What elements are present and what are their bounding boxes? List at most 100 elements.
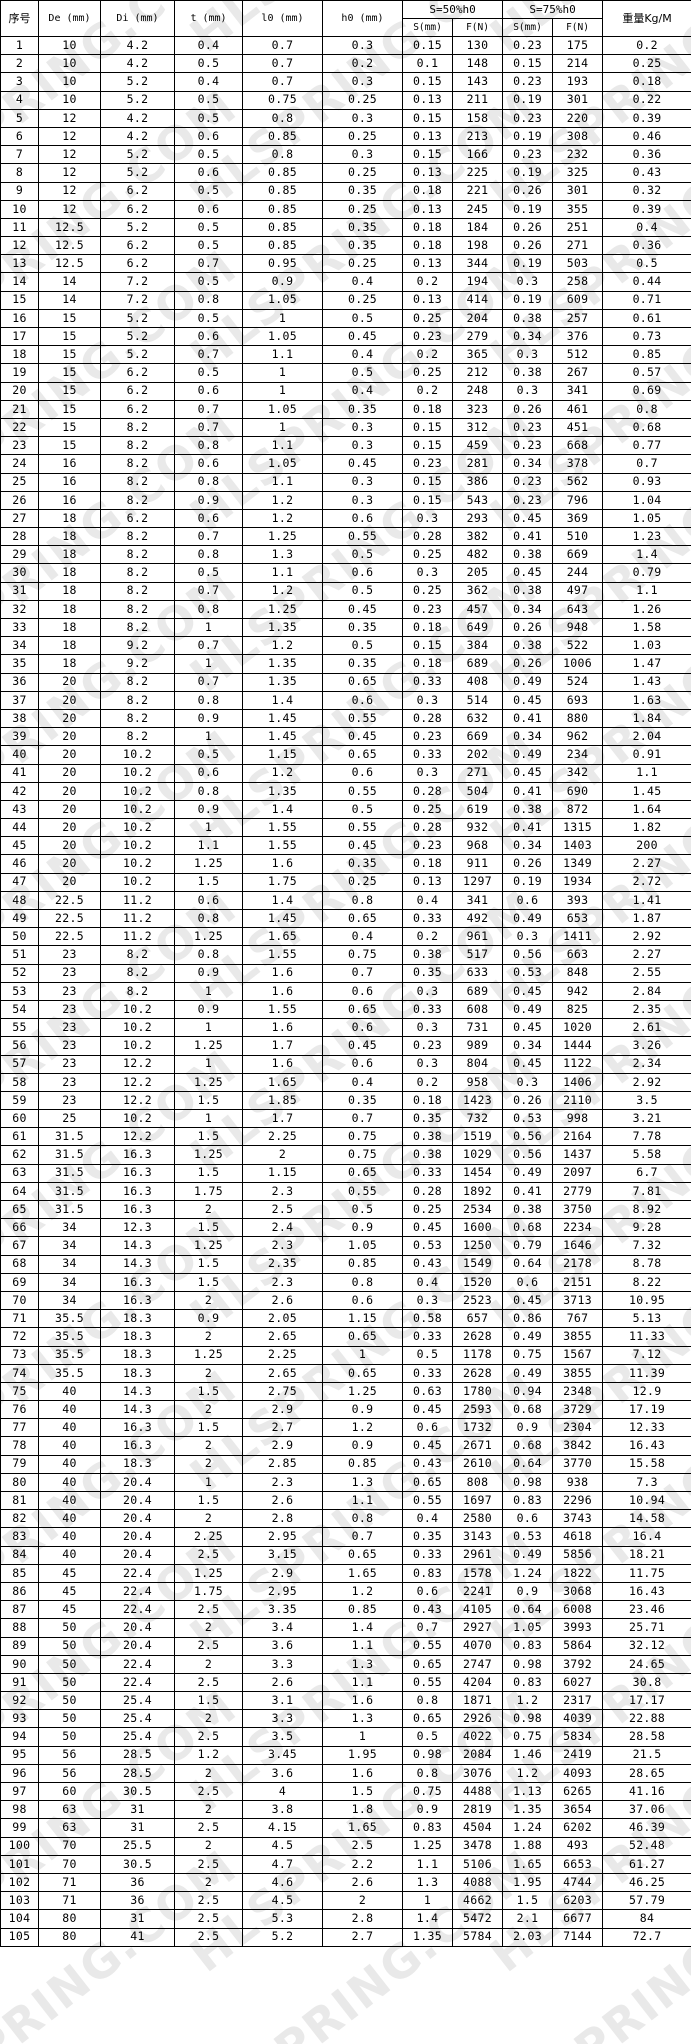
cell-s75-force: 690 [552, 781, 604, 801]
cell-t: 1 [174, 1054, 243, 1074]
cell-s50-displacement: 0.13 [402, 199, 453, 219]
cell-s50-force: 281 [451, 454, 504, 474]
cell-s50-displacement: 0.38 [402, 1127, 453, 1147]
cell-l0: 1.2 [242, 636, 323, 656]
cell-de: 20 [38, 763, 101, 783]
cell-de: 63 [38, 1818, 101, 1838]
cell-weight: 0.73 [602, 326, 691, 347]
cell-di: 12.2 [100, 1090, 175, 1111]
cell-weight: 21.5 [602, 1745, 691, 1765]
cell-s50-displacement: 0.28 [402, 781, 453, 801]
cell-t: 1.2 [174, 1745, 243, 1765]
cell-t: 2 [174, 1400, 243, 1420]
cell-di: 30.5 [100, 1854, 175, 1874]
cell-di: 36 [100, 1872, 175, 1893]
cell-h0: 0.5 [322, 308, 403, 329]
cell-l0: 4.7 [242, 1854, 323, 1874]
table-row: 71 35.5 18.3 0.9 2.05 1.15 0.58 657 0.86 767 5.13 [0, 1309, 691, 1329]
cell-s50-force: 213 [451, 126, 504, 147]
cell-t: 0.8 [174, 945, 243, 965]
cell-s75-displacement: 0.64 [502, 1600, 554, 1620]
cell-index: 17 [0, 326, 39, 347]
cell-di: 18.3 [100, 1309, 175, 1329]
cell-weight: 1.64 [602, 799, 691, 820]
cell-di: 18.3 [100, 1454, 175, 1474]
cell-s50-force: 2961 [451, 1545, 504, 1565]
cell-t: 0.4 [174, 35, 243, 56]
cell-s50-force: 1732 [451, 1418, 504, 1438]
cell-index: 73 [0, 1345, 39, 1365]
cell-weight: 52.48 [602, 1836, 691, 1856]
cell-s50-force: 166 [451, 145, 504, 165]
table-row: 59 23 12.2 1.5 1.85 0.35 0.18 1423 0.26 2110 3.5 [0, 1090, 691, 1111]
cell-l0: 1.4 [242, 690, 323, 710]
cell-t: 0.6 [174, 454, 243, 474]
cell-s75-displacement: 0.34 [502, 326, 554, 347]
cell-de: 40 [38, 1490, 101, 1511]
cell-s50-force: 2593 [451, 1400, 504, 1420]
cell-s50-force: 608 [451, 999, 504, 1020]
cell-weight: 2.84 [602, 981, 691, 1001]
table-row: 29 18 8.2 0.8 1.3 0.5 0.25 482 0.38 669 1.4 [0, 545, 691, 565]
cell-di: 4.2 [100, 35, 175, 56]
cell-di: 16.3 [100, 1163, 175, 1183]
cell-s50-force: 517 [451, 945, 504, 965]
cell-h0: 0.5 [322, 636, 403, 656]
cell-di: 25.4 [100, 1709, 175, 1729]
cell-de: 16 [38, 454, 101, 474]
cell-di: 6.2 [100, 199, 175, 219]
cell-de: 20 [38, 690, 101, 710]
cell-s50-displacement: 0.25 [402, 1199, 453, 1220]
cell-s75-force: 522 [552, 636, 604, 656]
cell-index: 70 [0, 1290, 39, 1311]
cell-s75-displacement: 0.98 [502, 1709, 554, 1729]
cell-s75-displacement: 0.53 [502, 1109, 554, 1129]
cell-weight: 10.95 [602, 1290, 691, 1311]
cell-h0: 0.3 [322, 108, 403, 128]
cell-s50-displacement: 0.3 [402, 1054, 453, 1074]
cell-l0: 1.15 [242, 745, 323, 765]
cell-s50-displacement: 0.38 [402, 945, 453, 965]
cell-index: 104 [0, 1909, 39, 1929]
cell-s50-force: 4088 [451, 1872, 504, 1893]
cell-h0: 0.4 [322, 927, 403, 947]
cell-index: 6 [0, 126, 39, 147]
cell-index: 39 [0, 727, 39, 747]
cell-de: 12 [38, 199, 101, 219]
cell-di: 5.2 [100, 163, 175, 183]
cell-de: 12 [38, 163, 101, 183]
cell-h0: 1.2 [322, 1418, 403, 1438]
table-row: 8 12 5.2 0.6 0.85 0.25 0.13 225 0.19 325 0.43 [0, 163, 691, 183]
cell-s75-force: 5856 [552, 1545, 604, 1565]
cell-weight: 0.79 [602, 563, 691, 583]
cell-l0: 2.3 [242, 1272, 323, 1292]
cell-s75-force: 3729 [552, 1400, 604, 1420]
cell-s50-force: 279 [451, 326, 504, 347]
cell-de: 80 [38, 1909, 101, 1929]
cell-s75-force: 4744 [552, 1872, 604, 1893]
cell-di: 36 [100, 1891, 175, 1911]
cell-s75-displacement: 0.26 [502, 617, 554, 638]
cell-s75-displacement: 0.34 [502, 1036, 554, 1056]
cell-s75-force: 2779 [552, 1181, 604, 1202]
cell-s75-force: 1444 [552, 1036, 604, 1056]
cell-t: 2.5 [174, 1545, 243, 1565]
cell-di: 5.2 [100, 145, 175, 165]
cell-s75-force: 3993 [552, 1618, 604, 1638]
cell-weight: 28.65 [602, 1763, 691, 1784]
cell-de: 12 [38, 181, 101, 201]
cell-s75-displacement: 1.88 [502, 1836, 554, 1856]
cell-s50-displacement: 0.63 [402, 1381, 453, 1402]
cell-s75-force: 257 [552, 308, 604, 329]
cell-de: 35.5 [38, 1363, 101, 1383]
cell-t: 0.6 [174, 199, 243, 219]
cell-weight: 0.25 [602, 54, 691, 74]
cell-s50-force: 382 [451, 527, 504, 547]
table-row: 54 23 10.2 0.9 1.55 0.65 0.33 608 0.49 825 2.35 [0, 999, 691, 1020]
cell-index: 79 [0, 1454, 39, 1474]
table-row: 65 31.5 16.3 2 2.5 0.5 0.25 2534 0.38 3750 8.92 [0, 1199, 691, 1220]
cell-s50-displacement: 0.2 [402, 1072, 453, 1092]
cell-s75-displacement: 0.23 [502, 472, 554, 492]
cell-l0: 1 [242, 363, 323, 383]
cell-l0: 1.2 [242, 581, 323, 601]
